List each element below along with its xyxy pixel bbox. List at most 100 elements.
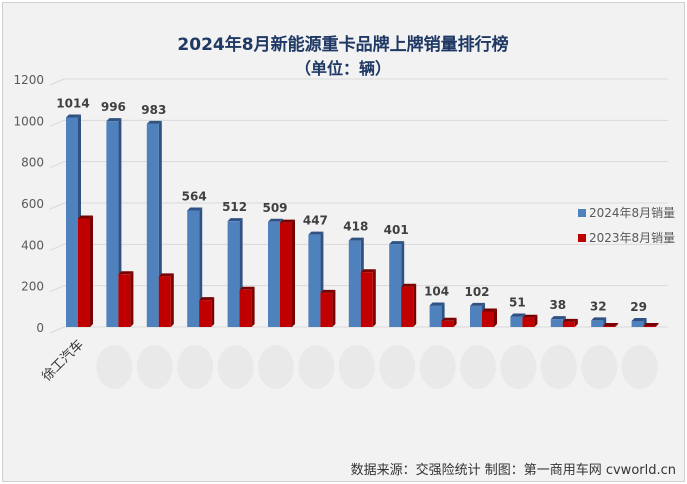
x-category-label-blurred xyxy=(177,345,214,389)
bar-top xyxy=(591,317,607,321)
data-label: 29 xyxy=(630,300,647,314)
gridline-depth xyxy=(49,243,65,251)
bar-2024 xyxy=(631,321,644,327)
data-label: 1014 xyxy=(56,96,89,110)
bar-top xyxy=(429,302,445,306)
bar-top xyxy=(550,316,566,320)
data-label: 564 xyxy=(182,189,207,203)
y-tick-label: 400 xyxy=(21,238,44,252)
gridline-depth xyxy=(49,285,65,293)
x-category-label-blurred xyxy=(217,345,254,389)
x-category-label-blurred xyxy=(338,345,375,389)
x-category-label-blurred xyxy=(379,345,416,389)
bar-2024 xyxy=(106,121,119,327)
x-category-label-blurred xyxy=(621,345,658,389)
bar-2024 xyxy=(389,244,402,327)
bar-2024 xyxy=(227,221,240,327)
data-label: 104 xyxy=(424,285,449,299)
gridline-depth xyxy=(49,78,65,86)
legend: 2024年8月销量 2023年8月销量 xyxy=(578,206,675,245)
x-category-label-blurred xyxy=(419,345,456,389)
bar-side xyxy=(372,269,376,327)
bar-top xyxy=(78,215,93,219)
bar-2024 xyxy=(308,234,321,327)
bar-2024 xyxy=(429,305,442,327)
bar-2024 xyxy=(550,319,563,327)
data-label: 401 xyxy=(384,223,409,237)
bar-2023 xyxy=(401,286,414,327)
bar-top xyxy=(603,322,619,326)
gridline-depth xyxy=(49,326,65,334)
bar-top xyxy=(199,297,215,301)
data-label: 51 xyxy=(509,295,526,309)
x-category-label-blurred xyxy=(460,345,496,389)
bar-2023 xyxy=(158,276,171,327)
bar-top xyxy=(389,241,405,245)
bar-side xyxy=(292,219,295,327)
bar-top xyxy=(482,308,497,312)
y-tick-label: 0 xyxy=(36,321,44,335)
chart-subtitle: （单位：辆） xyxy=(295,59,391,78)
bar-top xyxy=(308,231,324,235)
bar-2023 xyxy=(562,321,575,327)
data-label: 38 xyxy=(549,298,566,312)
bar-2023 xyxy=(199,300,212,327)
bar-2023 xyxy=(320,292,333,327)
bar-2024 xyxy=(66,117,78,327)
x-category-label-blurred xyxy=(298,345,335,389)
x-category-label-blurred xyxy=(136,345,173,389)
bar-side xyxy=(643,318,647,327)
bar-side xyxy=(199,207,203,327)
bar-top xyxy=(146,120,162,124)
data-label: 32 xyxy=(590,299,607,313)
bar-2024 xyxy=(591,320,604,327)
bar-top xyxy=(158,273,174,277)
bar-2023 xyxy=(603,325,616,327)
y-tick-label: 1000 xyxy=(13,114,44,128)
data-label: 512 xyxy=(222,200,247,214)
legend-swatch-2024 xyxy=(578,209,586,217)
bar-2024 xyxy=(146,123,159,327)
y-tick-label: 200 xyxy=(21,280,44,294)
bar-side xyxy=(574,318,578,327)
bar-side xyxy=(615,322,619,327)
bar-top xyxy=(118,271,134,275)
bar-top xyxy=(470,302,485,306)
bar-side xyxy=(655,322,659,327)
bar-side xyxy=(494,308,497,327)
bar-top xyxy=(348,237,364,241)
data-label: 983 xyxy=(141,103,166,117)
bar-side xyxy=(251,286,255,327)
bar-top xyxy=(239,286,255,290)
bar-2023 xyxy=(643,325,656,327)
bar-side xyxy=(534,314,538,327)
bar-top xyxy=(631,318,647,322)
bar-top xyxy=(401,283,417,287)
gridline-depth xyxy=(49,161,65,169)
bar-2023 xyxy=(360,272,373,327)
bar-top xyxy=(280,219,295,223)
bar-top xyxy=(522,314,538,318)
bar-side xyxy=(90,215,93,327)
bar-top xyxy=(441,317,457,321)
bar-top xyxy=(227,218,243,222)
data-label: 102 xyxy=(464,285,489,299)
gridline-depth xyxy=(49,119,65,127)
bar-2023 xyxy=(280,222,292,327)
x-category-label: 徐工汽车 xyxy=(39,337,87,385)
bar-2024 xyxy=(348,240,361,327)
legend-label-2024: 2024年8月销量 xyxy=(589,206,675,220)
x-category-label-blurred xyxy=(540,345,577,389)
bar-2023 xyxy=(78,218,90,327)
bar-side xyxy=(413,283,417,327)
chart-title: 2024年8月新能源重卡品牌上牌销量排行榜 xyxy=(177,34,508,55)
y-tick-label: 800 xyxy=(21,156,44,170)
bar-side xyxy=(130,271,134,327)
bar-2023 xyxy=(482,311,494,327)
bar-2023 xyxy=(441,320,454,327)
y-tick-label: 600 xyxy=(21,197,44,211)
bar-2024 xyxy=(470,305,482,327)
bar-top xyxy=(510,313,526,317)
bar-top xyxy=(268,218,283,222)
bar-top xyxy=(106,118,122,122)
